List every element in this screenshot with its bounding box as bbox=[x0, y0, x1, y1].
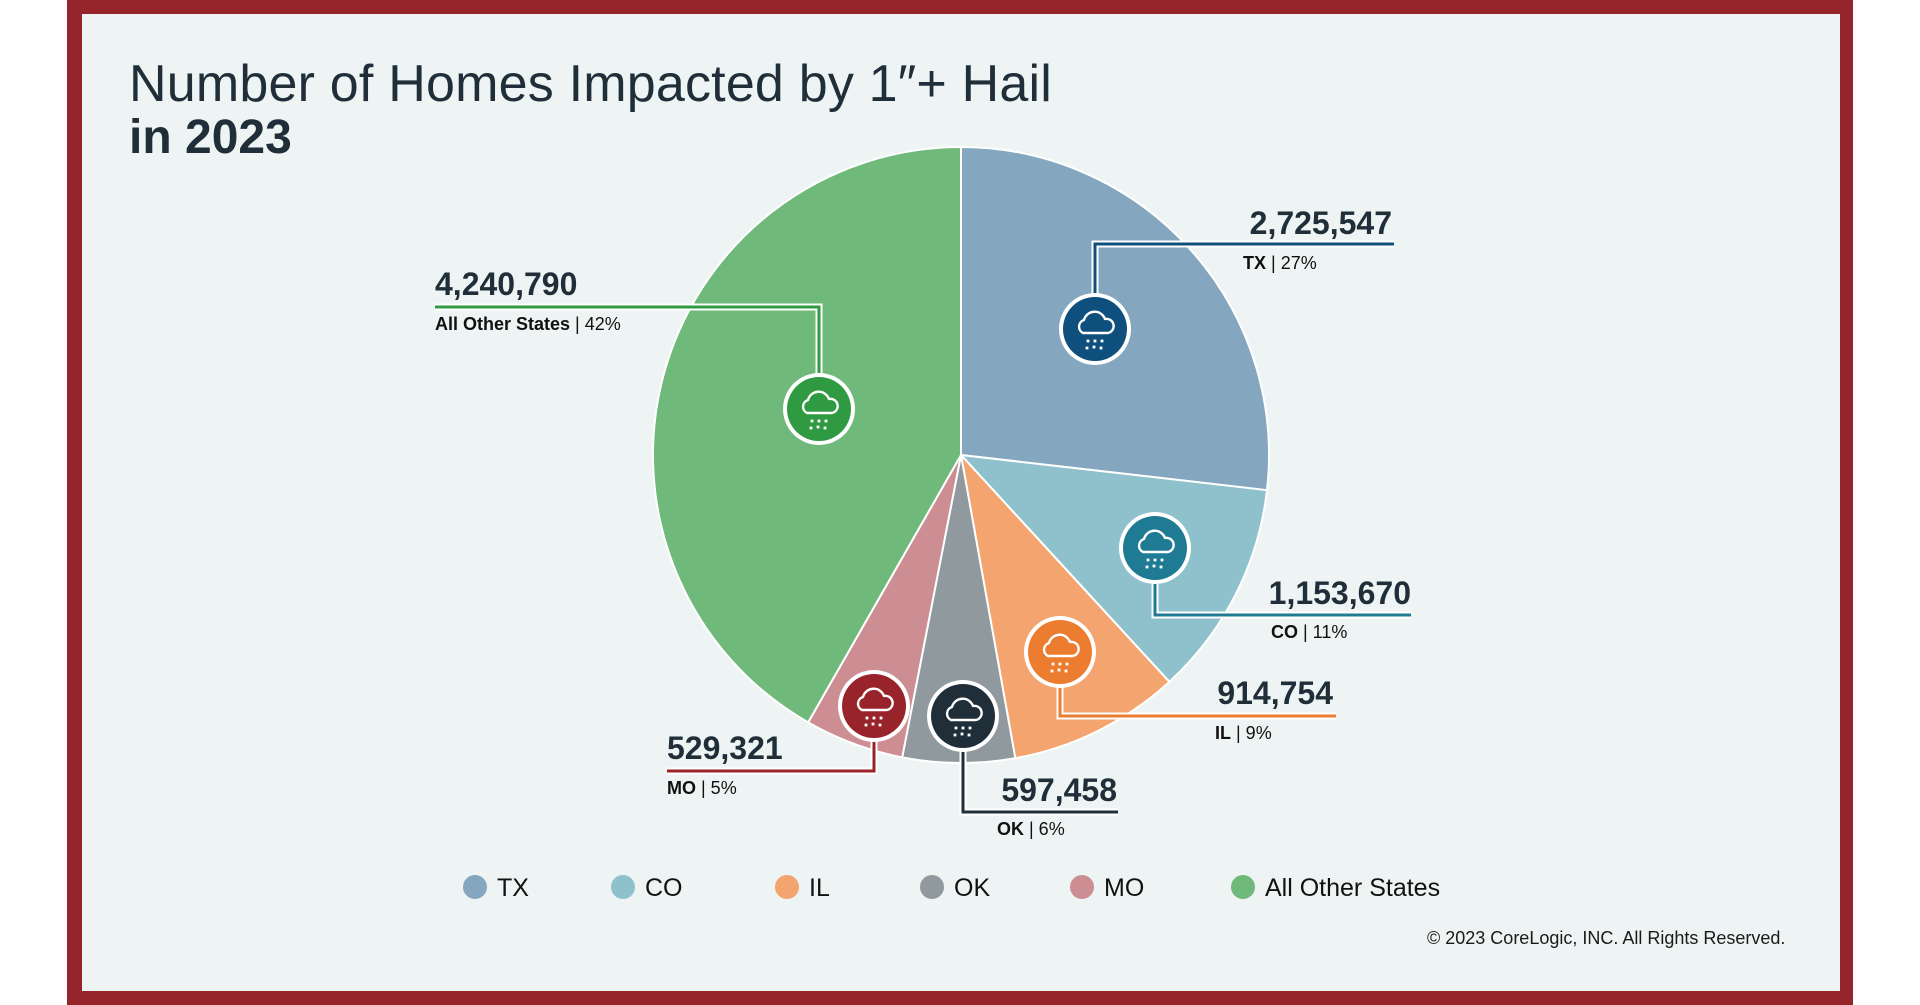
leader-line bbox=[667, 741, 876, 773]
leader-line bbox=[1058, 687, 1336, 718]
slice-subtitle: MO | 5% bbox=[667, 778, 737, 798]
legend-label: All Other States bbox=[1265, 874, 1440, 902]
callout-tx: 2,725,547 TX | 27% bbox=[1059, 205, 1394, 365]
pie-slice-co bbox=[960, 454, 1268, 683]
legend-swatch bbox=[1231, 875, 1255, 899]
slice-percent: | 11% bbox=[1298, 622, 1347, 642]
slice-subtitle: IL | 9% bbox=[1215, 723, 1272, 743]
slice-subtitle: TX | 27% bbox=[1243, 253, 1317, 273]
callout-il: 914,754 IL | 9% bbox=[1024, 616, 1336, 743]
slice-name: All Other States bbox=[435, 314, 570, 334]
callout-other: 4,240,790 All Other States | 42% bbox=[435, 266, 855, 445]
legend-swatch bbox=[775, 875, 799, 899]
value-label: 914,754 bbox=[1217, 675, 1333, 711]
leader-line bbox=[435, 305, 821, 374]
slice-subtitle: All Other States | 42% bbox=[435, 314, 621, 334]
slice-name: OK bbox=[997, 819, 1024, 839]
legend-label: IL bbox=[809, 874, 830, 902]
slice-name: MO bbox=[667, 778, 696, 798]
legend-swatch bbox=[611, 875, 635, 899]
callout-co: 1,153,670 CO | 11% bbox=[1119, 512, 1411, 642]
title-line-1: Number of Homes Impacted by 1″+ Hail bbox=[129, 55, 1052, 113]
pie-slices bbox=[652, 146, 1270, 764]
hail-cloud-icon bbox=[1119, 512, 1191, 584]
legend-item-ok: OK bbox=[920, 874, 990, 902]
pie-slice-il bbox=[960, 454, 1171, 760]
value-label: 2,725,547 bbox=[1250, 205, 1392, 241]
copyright-notice: © 2023 CoreLogic, INC. All Rights Reserv… bbox=[1427, 928, 1786, 948]
slice-percent: | 9% bbox=[1231, 723, 1272, 743]
value-label: 529,321 bbox=[667, 730, 783, 766]
legend-swatch bbox=[463, 875, 487, 899]
legend-item-co: CO bbox=[611, 874, 683, 902]
slice-percent: | 5% bbox=[696, 778, 737, 798]
slice-percent: | 42% bbox=[570, 314, 621, 334]
legend-item-tx: TX bbox=[463, 874, 529, 902]
callout-ok: 597,458 OK | 6% bbox=[927, 680, 1118, 839]
slice-percent: | 27% bbox=[1266, 253, 1317, 273]
legend-label: MO bbox=[1104, 874, 1144, 902]
legend-item-other: All Other States bbox=[1231, 874, 1440, 902]
legend-label: TX bbox=[497, 874, 529, 902]
title-line-2: in 2023 bbox=[129, 111, 292, 164]
hail-cloud-icon bbox=[927, 680, 999, 752]
slice-percent: | 6% bbox=[1024, 819, 1065, 839]
legend-label: CO bbox=[645, 874, 683, 902]
slice-subtitle: OK | 6% bbox=[997, 819, 1065, 839]
value-label: 597,458 bbox=[1001, 772, 1117, 808]
leader-line bbox=[961, 751, 1118, 814]
value-label: 1,153,670 bbox=[1269, 575, 1411, 611]
slice-name: CO bbox=[1271, 622, 1298, 642]
hail-cloud-icon bbox=[783, 373, 855, 445]
legend-item-mo: MO bbox=[1070, 874, 1144, 902]
legend-label: OK bbox=[954, 874, 990, 902]
slice-name: TX bbox=[1243, 253, 1266, 273]
hail-cloud-icon bbox=[1024, 616, 1096, 688]
legend-swatch bbox=[1070, 875, 1094, 899]
slice-subtitle: CO | 11% bbox=[1271, 622, 1347, 642]
slice-name: IL bbox=[1215, 723, 1231, 743]
legend-item-il: IL bbox=[775, 874, 830, 902]
hail-cloud-icon bbox=[838, 670, 910, 742]
callout-mo: 529,321 MO | 5% bbox=[667, 670, 910, 798]
leader-line bbox=[1153, 582, 1411, 617]
leader-line bbox=[1093, 242, 1394, 295]
value-label: 4,240,790 bbox=[435, 266, 577, 302]
legend-swatch bbox=[920, 875, 944, 899]
legend: TX CO IL OK MO All Other States bbox=[463, 874, 1440, 902]
hail-cloud-icon bbox=[1059, 293, 1131, 365]
chart-title: Number of Homes Impacted by 1″+ Hail in … bbox=[129, 58, 1052, 162]
